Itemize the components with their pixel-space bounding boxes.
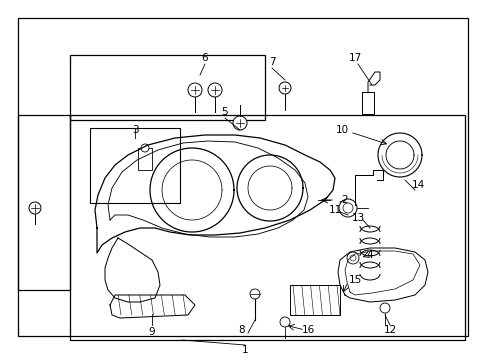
Polygon shape: [110, 295, 195, 318]
Text: 11: 11: [328, 205, 341, 215]
Text: 5: 5: [221, 107, 228, 117]
Bar: [90, 128, 180, 203]
Text: 3: 3: [131, 125, 138, 135]
Circle shape: [279, 82, 290, 94]
Bar: [289, 285, 339, 315]
Text: 6: 6: [201, 53, 208, 63]
Text: 16: 16: [301, 325, 314, 335]
Circle shape: [349, 255, 355, 261]
Circle shape: [141, 144, 149, 152]
Circle shape: [342, 203, 352, 213]
Circle shape: [29, 202, 41, 214]
Circle shape: [338, 199, 356, 217]
Bar: [70, 115, 464, 340]
Bar: [138, 148, 152, 170]
Text: 4: 4: [366, 250, 372, 260]
Circle shape: [207, 83, 222, 97]
Circle shape: [232, 116, 246, 130]
Text: 1: 1: [241, 345, 248, 355]
Text: 17: 17: [347, 53, 361, 63]
Text: 14: 14: [410, 180, 424, 190]
Circle shape: [346, 252, 358, 264]
Text: 13: 13: [351, 213, 364, 223]
Circle shape: [187, 83, 202, 97]
Bar: [18, 18, 467, 336]
Circle shape: [280, 317, 289, 327]
Text: 8: 8: [238, 325, 245, 335]
Text: 12: 12: [383, 325, 396, 335]
Text: 9: 9: [148, 327, 155, 337]
Text: 15: 15: [347, 275, 361, 285]
Circle shape: [379, 303, 389, 313]
Bar: [18, 115, 70, 290]
Bar: [361, 92, 373, 114]
Bar: [70, 55, 264, 120]
Circle shape: [249, 289, 260, 299]
Text: 7: 7: [268, 57, 275, 67]
Text: 2: 2: [341, 195, 347, 205]
Text: 10: 10: [335, 125, 348, 135]
